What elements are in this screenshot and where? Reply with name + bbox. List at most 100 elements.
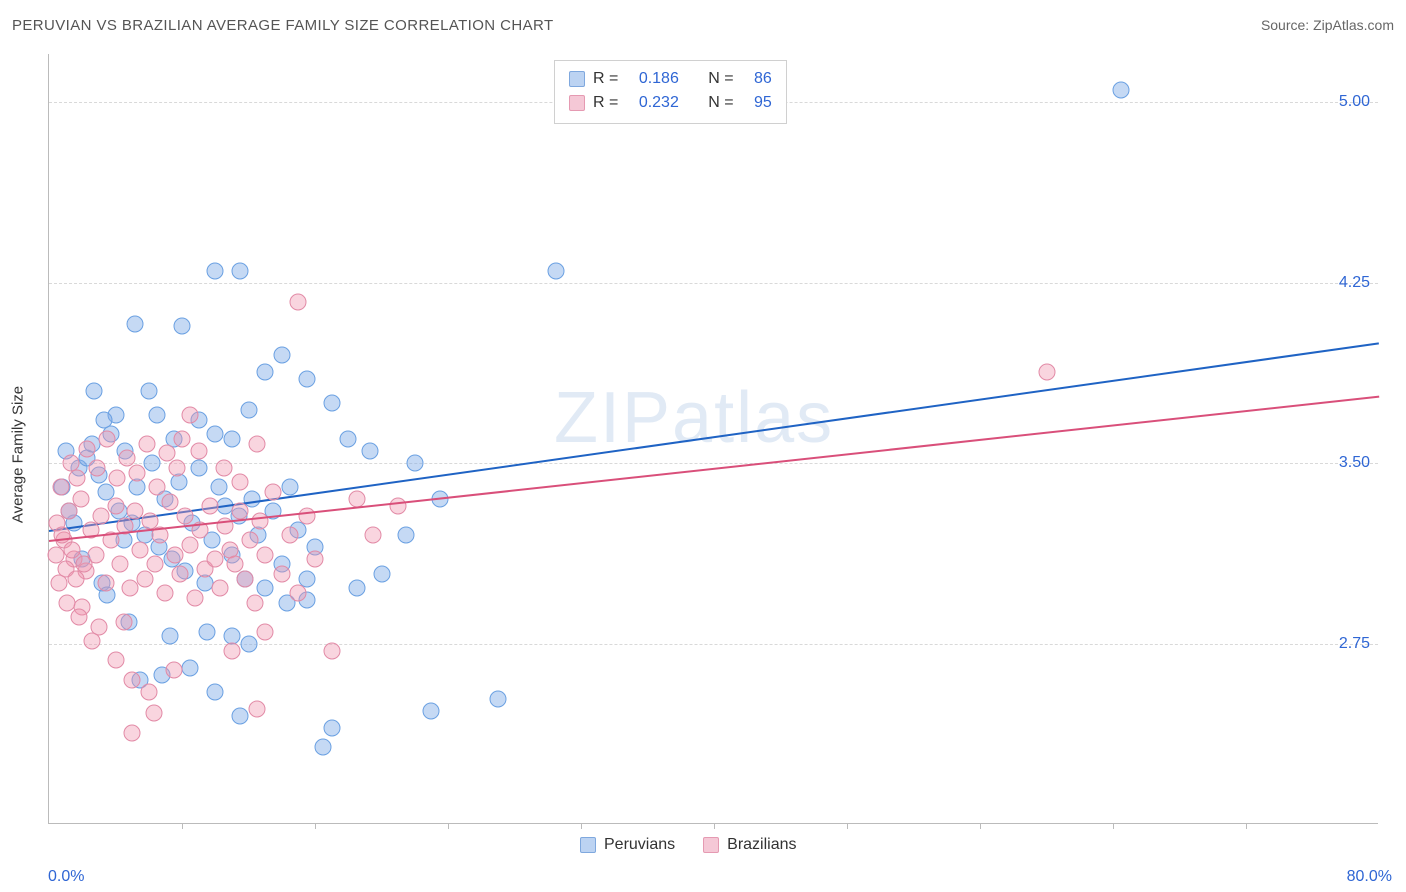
scatter-point bbox=[140, 382, 157, 399]
y-tick-label: 3.50 bbox=[1339, 454, 1370, 472]
y-tick-label: 4.25 bbox=[1339, 274, 1370, 292]
scatter-point bbox=[170, 474, 187, 491]
scatter-point bbox=[85, 382, 102, 399]
scatter-point bbox=[223, 642, 240, 659]
stat-r-value: 0.186 bbox=[639, 67, 679, 91]
stat-r-key: R = bbox=[593, 67, 618, 91]
x-tick bbox=[847, 823, 848, 829]
scatter-point bbox=[149, 479, 166, 496]
scatter-point bbox=[290, 585, 307, 602]
scatter-point bbox=[315, 739, 332, 756]
scatter-point bbox=[406, 455, 423, 472]
scatter-point bbox=[122, 580, 139, 597]
scatter-point bbox=[323, 642, 340, 659]
scatter-point bbox=[1113, 82, 1130, 99]
scatter-point bbox=[177, 508, 194, 525]
chart-title: PERUVIAN VS BRAZILIAN AVERAGE FAMILY SIZ… bbox=[12, 17, 554, 34]
scatter-point bbox=[210, 479, 227, 496]
scatter-point bbox=[323, 719, 340, 736]
x-tick bbox=[182, 823, 183, 829]
scatter-point bbox=[489, 690, 506, 707]
scatter-point bbox=[232, 707, 249, 724]
scatter-point bbox=[174, 431, 191, 448]
scatter-point bbox=[340, 431, 357, 448]
scatter-point bbox=[248, 700, 265, 717]
scatter-point bbox=[207, 426, 224, 443]
scatter-point bbox=[72, 491, 89, 508]
stat-n-key: N = bbox=[708, 91, 733, 115]
scatter-point bbox=[282, 479, 299, 496]
scatter-point bbox=[115, 613, 132, 630]
x-tick bbox=[315, 823, 316, 829]
scatter-point bbox=[247, 594, 264, 611]
scatter-point bbox=[174, 317, 191, 334]
stat-n-key: N = bbox=[708, 67, 733, 91]
scatter-plot-area: ZIPatlas 2.753.504.255.00R = 0.186 N = 8… bbox=[48, 54, 1378, 824]
scatter-point bbox=[75, 556, 92, 573]
legend-item: Peruvians bbox=[580, 836, 675, 854]
scatter-point bbox=[79, 440, 96, 457]
stat-r-value: 0.232 bbox=[639, 91, 679, 115]
series-legend: Peruvians Brazilians bbox=[580, 836, 797, 854]
scatter-point bbox=[89, 459, 106, 476]
scatter-point bbox=[124, 671, 141, 688]
scatter-point bbox=[265, 483, 282, 500]
series-swatch bbox=[569, 95, 585, 111]
scatter-point bbox=[182, 659, 199, 676]
source-label: Source: bbox=[1261, 17, 1309, 33]
scatter-point bbox=[157, 585, 174, 602]
scatter-point bbox=[240, 402, 257, 419]
scatter-point bbox=[198, 623, 215, 640]
scatter-point bbox=[237, 570, 254, 587]
scatter-point bbox=[282, 527, 299, 544]
scatter-point bbox=[215, 459, 232, 476]
scatter-point bbox=[257, 546, 274, 563]
scatter-point bbox=[144, 455, 161, 472]
legend-label: Peruvians bbox=[604, 836, 675, 854]
legend-item: Brazilians bbox=[703, 836, 796, 854]
scatter-point bbox=[132, 541, 149, 558]
scatter-point bbox=[107, 498, 124, 515]
scatter-point bbox=[70, 609, 87, 626]
scatter-point bbox=[240, 635, 257, 652]
gridline bbox=[49, 463, 1378, 464]
legend-swatch bbox=[580, 837, 596, 853]
stats-row: R = 0.232 N = 95 bbox=[569, 91, 772, 115]
scatter-point bbox=[242, 532, 259, 549]
y-axis-title: Average Family Size bbox=[10, 386, 27, 523]
scatter-point bbox=[99, 431, 116, 448]
x-tick bbox=[1246, 823, 1247, 829]
correlation-stats-box: R = 0.186 N = 86R = 0.232 N = 95 bbox=[554, 60, 787, 124]
scatter-point bbox=[182, 536, 199, 553]
scatter-point bbox=[257, 580, 274, 597]
scatter-point bbox=[162, 493, 179, 510]
scatter-point bbox=[273, 565, 290, 582]
scatter-point bbox=[97, 575, 114, 592]
x-tick bbox=[1113, 823, 1114, 829]
stat-r-key: R = bbox=[593, 91, 618, 115]
scatter-point bbox=[223, 431, 240, 448]
stat-n-value: 95 bbox=[754, 91, 772, 115]
scatter-point bbox=[232, 503, 249, 520]
source-attribution: Source: ZipAtlas.com bbox=[1261, 17, 1394, 33]
scatter-point bbox=[207, 551, 224, 568]
chart-header: PERUVIAN VS BRAZILIAN AVERAGE FAMILY SIZ… bbox=[0, 8, 1406, 42]
scatter-point bbox=[190, 443, 207, 460]
y-tick-label: 2.75 bbox=[1339, 635, 1370, 653]
scatter-point bbox=[107, 652, 124, 669]
scatter-point bbox=[137, 570, 154, 587]
scatter-point bbox=[361, 443, 378, 460]
scatter-point bbox=[1038, 363, 1055, 380]
scatter-point bbox=[257, 623, 274, 640]
scatter-point bbox=[307, 551, 324, 568]
scatter-point bbox=[207, 683, 224, 700]
stat-n-value: 86 bbox=[754, 67, 772, 91]
series-swatch bbox=[569, 71, 585, 87]
scatter-point bbox=[273, 346, 290, 363]
x-tick bbox=[714, 823, 715, 829]
scatter-point bbox=[112, 556, 129, 573]
scatter-point bbox=[248, 435, 265, 452]
scatter-point bbox=[140, 683, 157, 700]
scatter-point bbox=[169, 459, 186, 476]
scatter-point bbox=[69, 469, 86, 486]
